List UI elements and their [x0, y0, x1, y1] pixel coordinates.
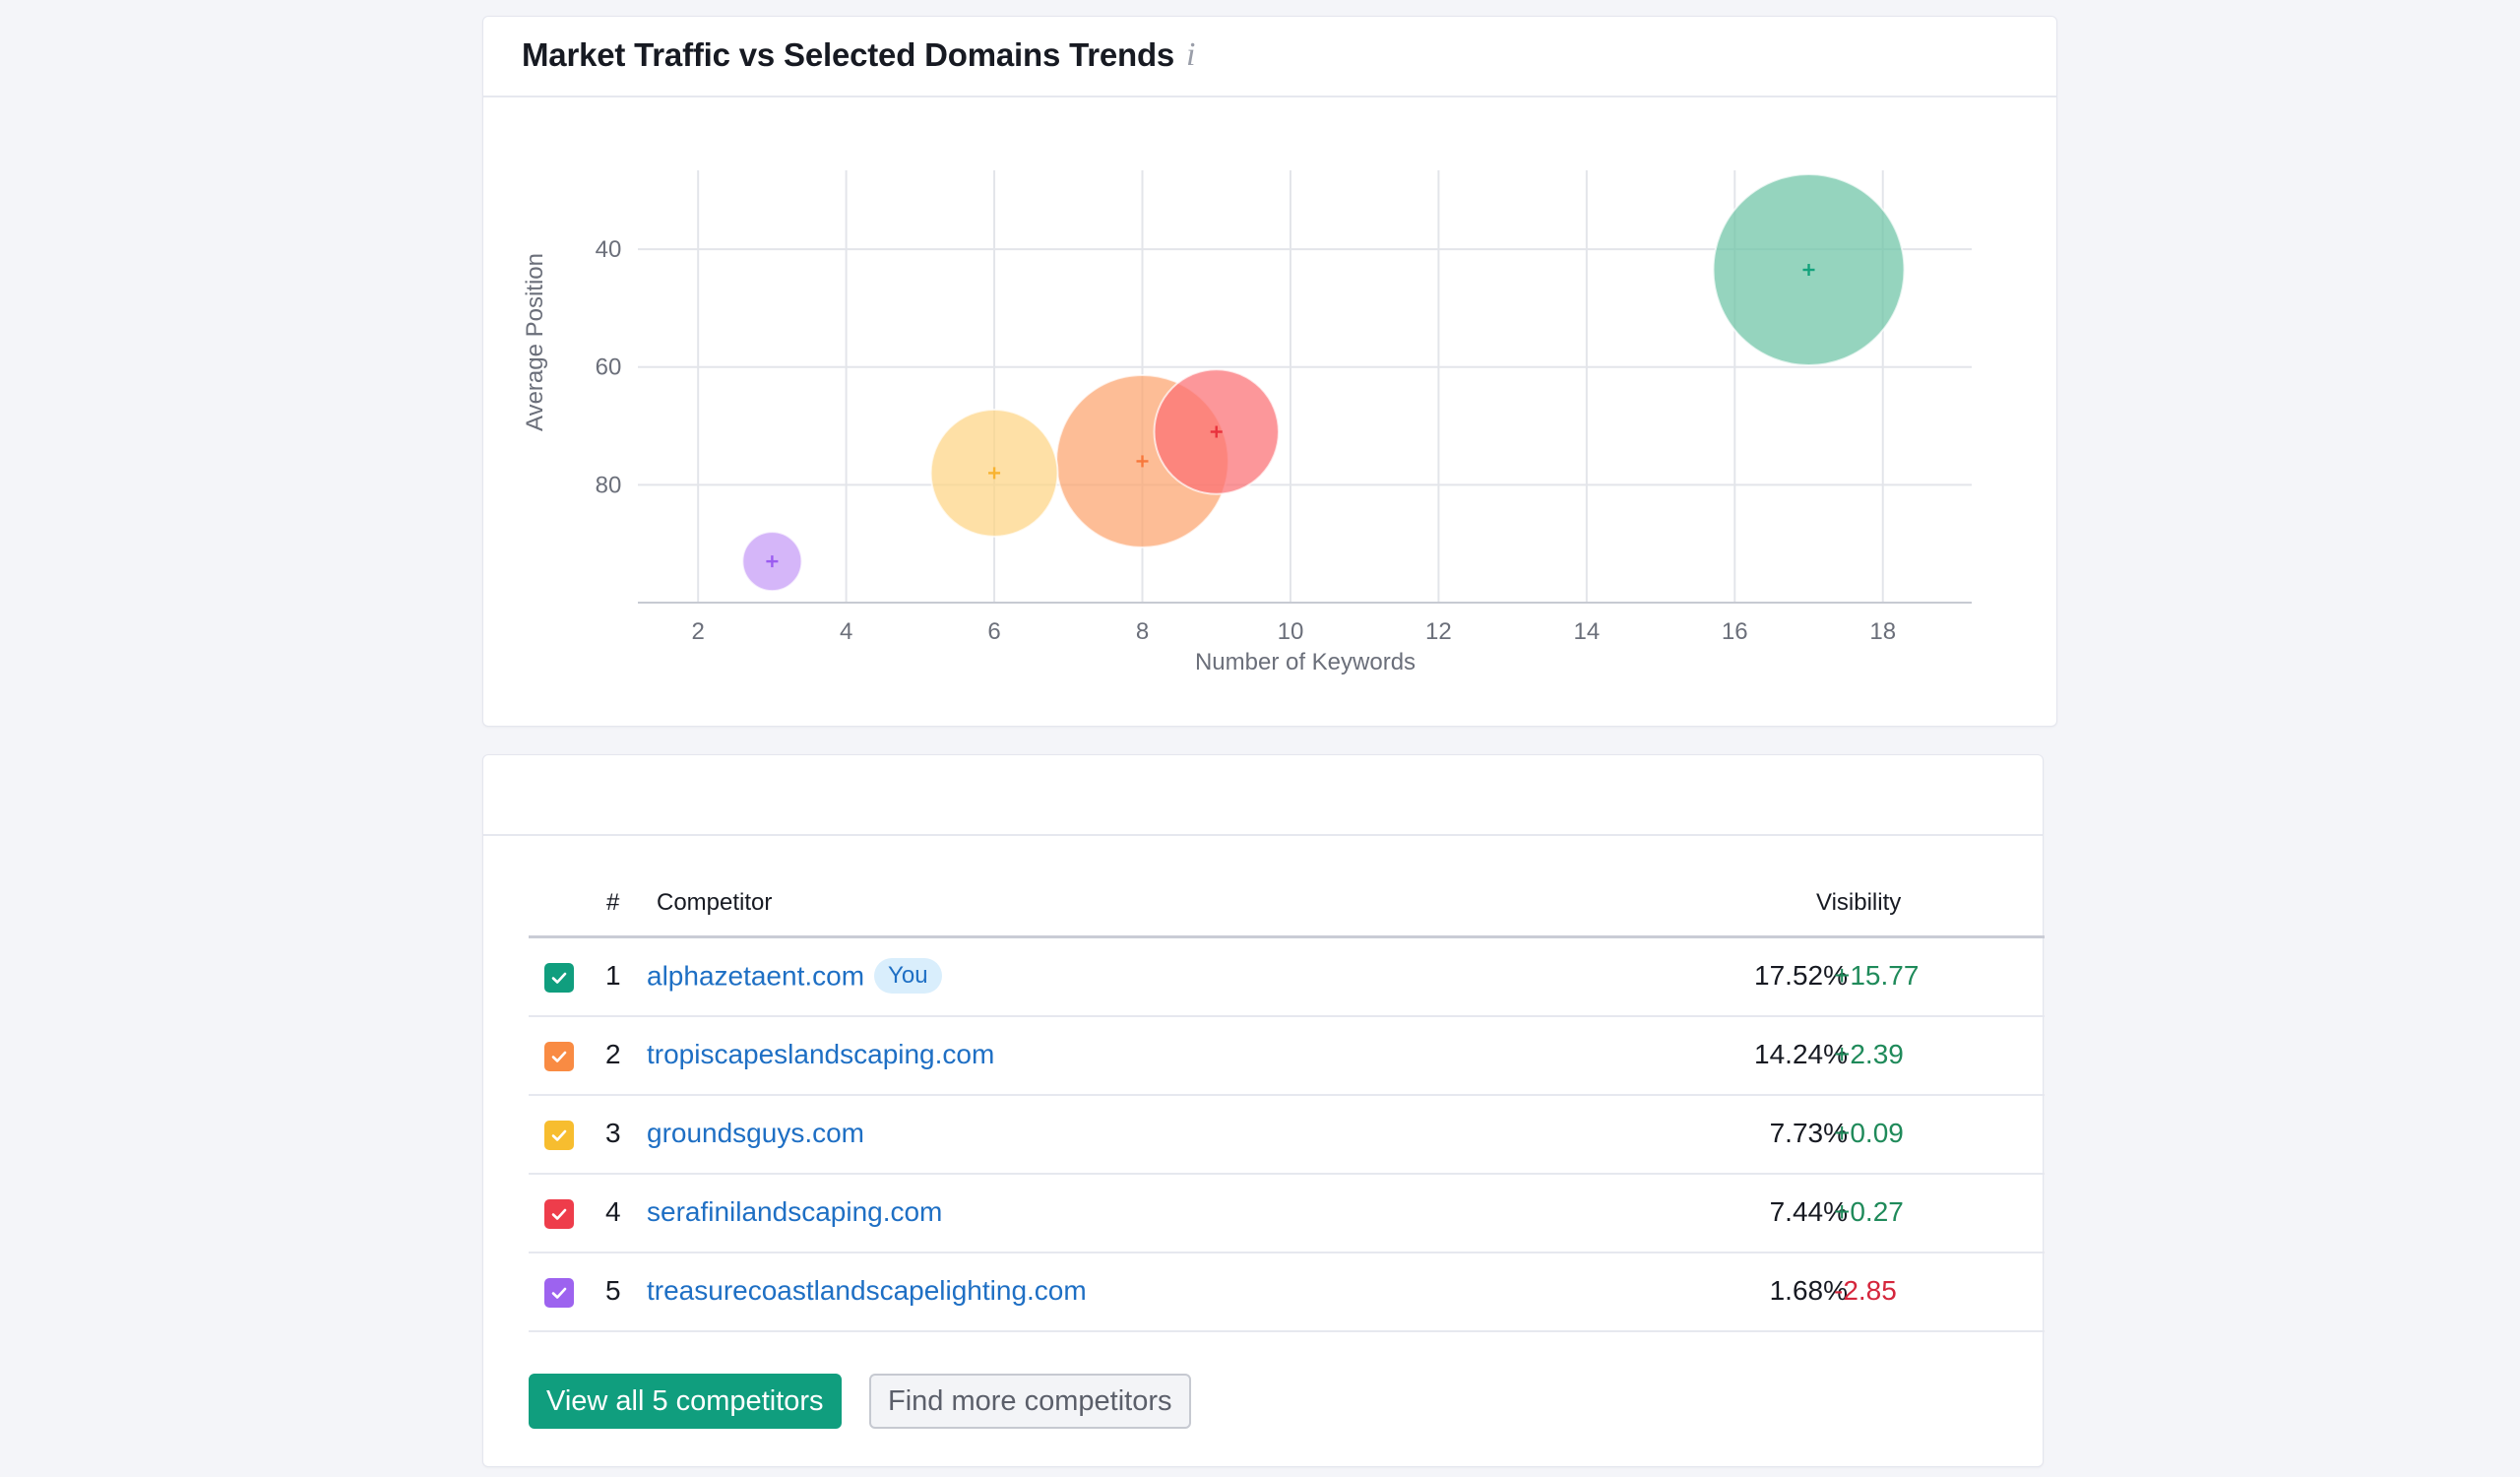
row-checkbox[interactable]	[544, 1121, 574, 1150]
y-tick-label: 40	[596, 236, 622, 263]
domain-text: groundsguys.com	[647, 1118, 865, 1148]
x-tick-label: 14	[1573, 618, 1600, 645]
x-tick-label: 16	[1722, 618, 1748, 645]
competitor-domain-link[interactable]: serafinilandscaping.com	[647, 1196, 942, 1228]
row-rank: 4	[605, 1196, 621, 1227]
row-rank: 2	[605, 1039, 621, 1069]
competitor-domain-link[interactable]: groundsguys.com	[647, 1118, 864, 1149]
check-icon	[551, 1051, 567, 1062]
check-icon	[551, 1129, 567, 1141]
row-rank: 3	[605, 1118, 621, 1148]
row-checkbox[interactable]	[544, 1199, 574, 1229]
row-rank: 1	[605, 960, 621, 991]
visibility-change: +0.09	[1834, 1118, 1904, 1148]
y-axis-title: Average Position	[522, 253, 548, 431]
competitors-card: # Competitor Visibility 1 alphazetaent.co…	[482, 754, 2045, 1467]
x-tick-label: 6	[987, 618, 1000, 645]
domain-text: alphazetaent.com	[647, 960, 865, 992]
competitor-header[interactable]: Competitor	[657, 889, 773, 916]
info-icon[interactable]: i	[1186, 36, 1196, 73]
find-more-competitors-button[interactable]: Find more competitors	[869, 1374, 1191, 1429]
visibility-change: -2.85	[1834, 1275, 1897, 1306]
visibility-value: 1.68%	[1769, 1275, 1848, 1306]
visibility-value: 14.24%	[1754, 1039, 1848, 1069]
x-tick-label: 10	[1278, 618, 1304, 645]
competitor-domain-link[interactable]: alphazetaent.com You	[647, 958, 942, 995]
check-icon	[551, 972, 567, 984]
view-all-competitors-button[interactable]: View all 5 competitors	[529, 1374, 842, 1429]
check-icon	[551, 1287, 567, 1299]
x-tick-label: 18	[1869, 618, 1896, 645]
x-tick-label: 2	[691, 618, 704, 645]
visibility-change: +15.77	[1834, 960, 1920, 991]
you-badge: You	[874, 958, 942, 994]
y-tick-label: 60	[596, 354, 622, 381]
visibility-header[interactable]: Visibility	[1816, 889, 1902, 916]
chart-card: 2 4 6 8 10 12 14 16 18 40 60 80 Number of Keywords Av…	[482, 16, 2057, 727]
visibility-value: 17.52%	[1754, 960, 1848, 991]
card-toolbar	[483, 755, 2043, 836]
header-divider	[529, 935, 2045, 938]
competitor-domain-link[interactable]: treasurecoastlandscapelighting.com	[647, 1275, 1087, 1307]
chart-title: Market Traffic vs Selected Domains Trend…	[522, 36, 1175, 73]
y-tick-label: 80	[596, 472, 622, 498]
row-checkbox[interactable]	[544, 1278, 574, 1308]
competitor-domain-link[interactable]: tropiscapeslandscaping.com	[647, 1039, 994, 1070]
x-tick-label: 12	[1425, 618, 1452, 645]
row-checkbox[interactable]	[544, 963, 574, 993]
chart-header: Market Traffic vs Selected Domains Trend…	[483, 17, 2056, 97]
row-checkbox[interactable]	[544, 1042, 574, 1071]
table-row: 4 serafinilandscaping.com 7.44% +0.27	[529, 1175, 2045, 1253]
table-row: 1 alphazetaent.com You 17.52% +15.77	[529, 938, 2045, 1017]
x-tick-label: 8	[1136, 618, 1149, 645]
rank-header: #	[606, 889, 620, 916]
check-icon	[551, 1208, 567, 1220]
visibility-value: 7.73%	[1769, 1118, 1848, 1148]
x-tick-label: 4	[840, 618, 852, 645]
domain-text: serafinilandscaping.com	[647, 1196, 943, 1227]
table-row: 2 tropiscapeslandscaping.com 14.24% +2.39	[529, 1017, 2045, 1096]
table-row: 5 treasurecoastlandscapelighting.com 1.68%…	[529, 1253, 2045, 1332]
visibility-value: 7.44%	[1769, 1196, 1848, 1227]
x-axis-title: Number of Keywords	[1195, 649, 1416, 675]
table-row: 3 groundsguys.com 7.73% +0.09	[529, 1096, 2045, 1175]
bubble-chart: 2 4 6 8 10 12 14 16 18 40 60 80 Number of Keywords Av…	[522, 170, 1972, 675]
domain-text: treasurecoastlandscapelighting.com	[647, 1275, 1087, 1306]
row-rank: 5	[605, 1275, 621, 1306]
visibility-change: +0.27	[1834, 1196, 1904, 1227]
visibility-change: +2.39	[1834, 1039, 1904, 1069]
domain-text: tropiscapeslandscaping.com	[647, 1039, 995, 1069]
